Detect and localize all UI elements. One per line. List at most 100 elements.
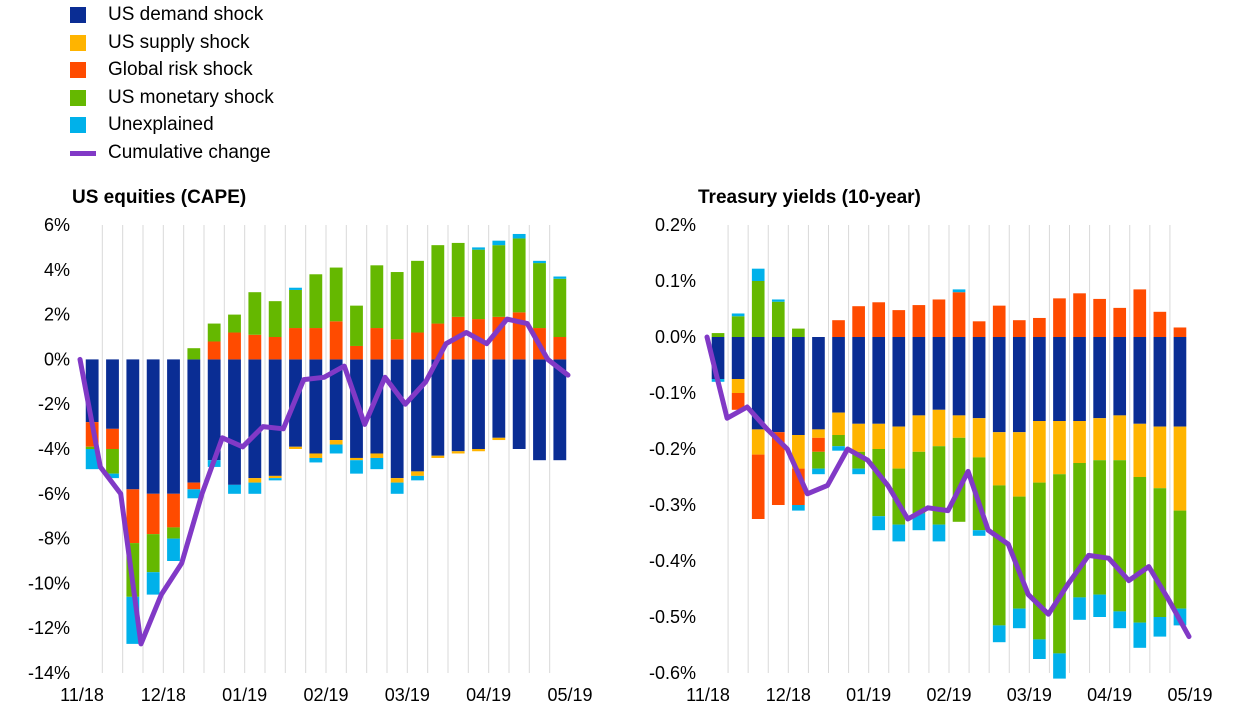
treasury-bar-us_demand [1073,337,1086,421]
treasury-bar-unexplained [832,446,845,451]
equities-bar-us_monetary [411,260,424,333]
equities-bar-us_monetary [533,263,546,329]
equities-y-tick-label: -8% [38,529,70,549]
equities-bar-us_demand [350,359,363,458]
treasury-bar-unexplained [1093,594,1106,617]
treasury-bar-us_demand [731,337,745,379]
equities-bar-us_supply [492,437,506,441]
treasury-bar-global_risk [892,310,906,337]
equities-bar-us_demand [553,359,567,461]
legend-swatch-unexplained [70,117,86,133]
treasury-bar-us_monetary [912,451,926,514]
treasury-bar-us_supply [1012,432,1026,497]
treasury-bar-us_demand [751,337,765,430]
equities-bar-unexplained [512,233,526,239]
treasury-bar-us_supply [1173,426,1187,511]
treasury-bar-global_risk [1053,298,1066,337]
equities-y-tick-label: -10% [28,573,70,593]
treasury-bar-us_supply [1093,418,1106,461]
treasury-bar-us_monetary [992,485,1006,626]
equities-bar-global_risk [187,482,201,490]
treasury-bar-global_risk [932,299,946,337]
equities-bar-us_monetary [553,278,567,337]
treasury-bar-us_demand [1113,337,1127,416]
equities-bar-us_demand [329,359,343,441]
equities-bar-us_monetary [207,323,221,342]
treasury-bar-us_demand [1153,337,1167,427]
equities-bar-global_risk [207,341,221,360]
equities-bar-global_risk [411,332,424,360]
legend-swatch-us_demand [70,7,86,23]
equities-bar-unexplained [411,475,424,481]
treasury-bar-us_demand [792,337,805,435]
equities-bar-us_demand [106,359,119,429]
treasury-bar-us_monetary [711,333,725,337]
treasury-bar-unexplained [1053,653,1066,679]
treasury-bar-us_supply [751,429,765,455]
equities-bar-unexplained [167,538,180,561]
equities-bar-us_supply [451,451,465,454]
equities-y-tick-label: -6% [38,484,70,504]
equities-bar-us_monetary [309,274,323,329]
treasury-y-tick-label: 0.1% [655,271,696,291]
treasury-bar-unexplained [892,524,906,542]
treasury-bar-global_risk [1012,320,1026,337]
treasury-bar-us_demand [912,337,926,416]
equities-bar-us_demand [187,359,201,483]
legend-swatch-global_risk [70,62,86,78]
equities-bar-us_monetary [187,348,201,360]
treasury-bar-unexplained [1033,639,1046,659]
treasury-bar-us_monetary [751,281,765,337]
equities-bar-global_risk [126,489,140,544]
equities-bar-us_demand [512,359,526,449]
treasury-bar-us_supply [952,415,966,438]
equities-y-tick-label: 2% [44,305,70,325]
equities-bar-global_risk [167,493,180,528]
treasury-bar-us_supply [872,423,886,449]
treasury-bar-us_demand [812,337,825,430]
treasury-bar-us_demand [872,337,886,424]
treasury-bar-global_risk [952,292,966,337]
treasury-bar-global_risk [812,437,825,452]
legend-label-us_demand: US demand shock [108,4,264,25]
equities-bar-us_demand [248,359,262,479]
equities-bar-global_risk [228,332,241,360]
equities-x-tick-label: 01/19 [222,685,267,705]
equities-bar-global_risk [309,328,323,360]
treasury-bar-global_risk [1033,317,1046,337]
equities-bar-us_demand [207,359,221,461]
equities-bar-us_demand [533,359,546,461]
equities-bar-us_monetary [431,245,445,324]
treasury-y-tick-label: -0.6% [649,663,696,683]
equities-bar-unexplained [228,484,241,494]
equities-bar-unexplained [533,260,546,264]
equities-bar-unexplained [268,478,282,481]
legend-swatch-us_supply [70,34,86,51]
treasury-bar-us_supply [832,412,845,435]
equities-bar-us_monetary [472,249,485,320]
treasury-bar-global_risk [852,306,865,337]
treasury-bar-us_demand [1053,337,1066,421]
legend-label-us_supply: US supply shock [108,31,250,53]
treasury-bar-us_supply [912,415,926,452]
treasury-y-tick-label: 0.0% [655,327,696,347]
equities-bar-us_monetary [329,267,343,322]
equities-bar-us_supply [370,453,384,458]
equities-bar-us_monetary [268,301,282,337]
treasury-bar-us_monetary [731,316,745,337]
treasury-bar-us_supply [892,426,906,469]
equities-bar-us_supply [431,455,445,458]
equities-bar-us_demand [268,359,282,476]
treasury-bar-unexplained [932,524,946,542]
treasury-bar-unexplained [1073,597,1086,620]
equities-bar-us_demand [146,359,160,494]
treasury-bar-unexplained [751,268,765,281]
treasury-bar-unexplained [1012,608,1026,629]
treasury-bar-unexplained [812,468,825,475]
treasury-bar-us_monetary [1012,496,1026,609]
treasury-bar-us_supply [852,423,865,452]
treasury-bar-us_monetary [1053,474,1066,654]
treasury-bar-us_demand [972,337,986,419]
treasury-y-tick-label: -0.1% [649,383,696,403]
